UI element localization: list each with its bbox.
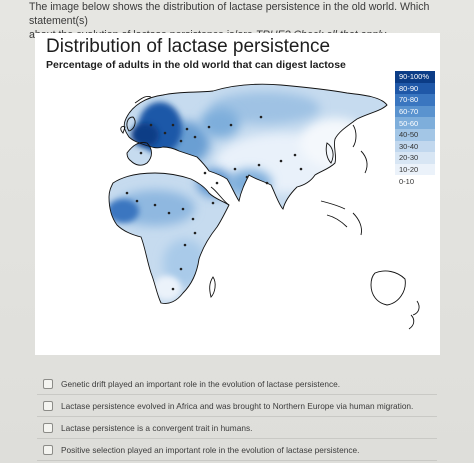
option-convergent-trait[interactable]: Lactase persistence is a convergent trai… — [37, 417, 437, 439]
legend-entry: 70-80 — [395, 94, 435, 106]
option-label: Lactase persistence evolved in Africa an… — [61, 400, 414, 411]
question-line-1: The image below shows the distribution o… — [29, 1, 430, 27]
figure-title: Distribution of lactase persistence — [46, 36, 331, 57]
option-positive-selection[interactable]: Positive selection played an important r… — [37, 439, 437, 461]
legend-entry: 30-40 — [395, 140, 435, 153]
legend-label: 60-70 — [399, 107, 419, 117]
option-genetic-drift[interactable]: Genetic drift played an important role i… — [37, 373, 437, 395]
legend-entry: 80-90 — [395, 82, 435, 95]
sample-markers — [125, 115, 303, 291]
option-label: Positive selection played an important r… — [61, 444, 360, 455]
legend-label: 70-80 — [399, 95, 419, 105]
option-checkbox[interactable] — [43, 444, 53, 455]
coastlines — [108, 83, 420, 330]
lactase-map-figure: Distribution of lactase persistence Perc… — [35, 33, 440, 355]
legend-entry: 0-10 — [395, 175, 435, 187]
legend-label: 30-40 — [399, 141, 419, 151]
figure-subtitle: Percentage of adults in the old world th… — [46, 59, 346, 71]
land-fill — [109, 84, 387, 304]
option-africa-migration[interactable]: Lactase persistence evolved in Africa an… — [37, 395, 437, 417]
legend-entry: 10-20 — [395, 163, 435, 176]
option-checkbox[interactable] — [43, 378, 53, 389]
answer-options: Genetic drift played an important role i… — [37, 373, 437, 461]
legend-label: 50-60 — [399, 118, 419, 128]
legend-entry: 20-30 — [395, 152, 435, 164]
legend-label: 40-50 — [399, 130, 419, 140]
legend-label: 80-90 — [399, 83, 419, 93]
legend-label: 0-10 — [399, 176, 415, 186]
legend-entry: 60-70 — [395, 105, 435, 118]
legend-label: 10-20 — [399, 165, 419, 175]
world-map — [108, 83, 420, 330]
option-label: Lactase persistence is a convergent trai… — [61, 422, 253, 433]
option-checkbox[interactable] — [43, 400, 53, 411]
option-label: Genetic drift played an important role i… — [61, 378, 341, 389]
legend-label: 90-100% — [399, 72, 430, 82]
legend-label: 20-30 — [399, 153, 419, 163]
legend-entry: 90-100% — [395, 71, 435, 83]
legend-entry: 50-60 — [395, 117, 435, 129]
map-legend: 90-100% 80-90 70-80 60-70 50-60 40-50 30-40 20-… — [395, 71, 435, 187]
option-checkbox[interactable] — [43, 422, 53, 433]
legend-entry: 40-50 — [395, 128, 435, 141]
